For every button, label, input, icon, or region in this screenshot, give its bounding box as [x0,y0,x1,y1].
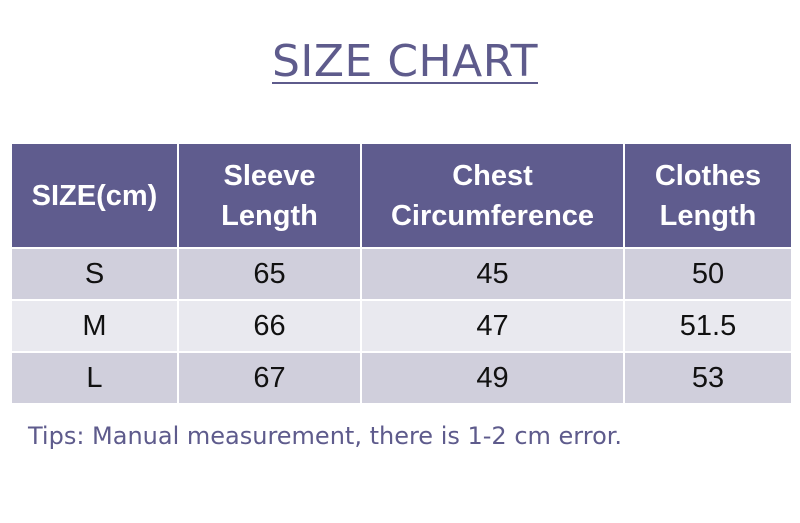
table-row: S 65 45 50 [10,247,793,301]
header-sleeve-length-line1: Sleeve [223,159,316,192]
cell-clothes-length: 51.5 [623,299,793,353]
tips-note: Tips: Manual measurement, there is 1-2 c… [28,422,623,450]
cell-chest: 49 [360,351,625,405]
cell-chest: 45 [360,247,625,301]
table-row: L 67 49 53 [10,351,793,405]
cell-chest: 47 [360,299,625,353]
header-sleeve-length-line2: Length [221,199,318,232]
header-clothes-line1: Clothes [654,159,762,192]
table-row: M 66 47 51.5 [10,299,793,353]
cell-size: M [10,299,179,353]
header-clothes-line2: Length [659,199,757,232]
cell-size: L [10,351,179,405]
cell-sleeve-length: 67 [177,351,362,405]
page-title: SIZE CHART [272,36,538,87]
cell-clothes-length: 50 [623,247,793,301]
cell-clothes-length: 53 [623,351,793,405]
header-clothes-length: Clothes Length [623,142,793,249]
cell-sleeve-length: 66 [177,299,362,353]
size-table: SIZE(cm) Sleeve Length Chest Circumferen… [10,142,793,405]
table-header-row: SIZE(cm) Sleeve Length Chest Circumferen… [10,142,793,249]
header-size: SIZE(cm) [10,142,179,249]
header-chest-circumference: Chest Circumference [360,142,625,249]
cell-size: S [10,247,179,301]
header-sleeve-length: Sleeve Length [177,142,362,249]
header-size-label: SIZE(cm) [31,179,158,212]
cell-sleeve-length: 65 [177,247,362,301]
header-chest-line2: Circumference [390,199,595,232]
header-chest-line1: Chest [452,159,533,192]
